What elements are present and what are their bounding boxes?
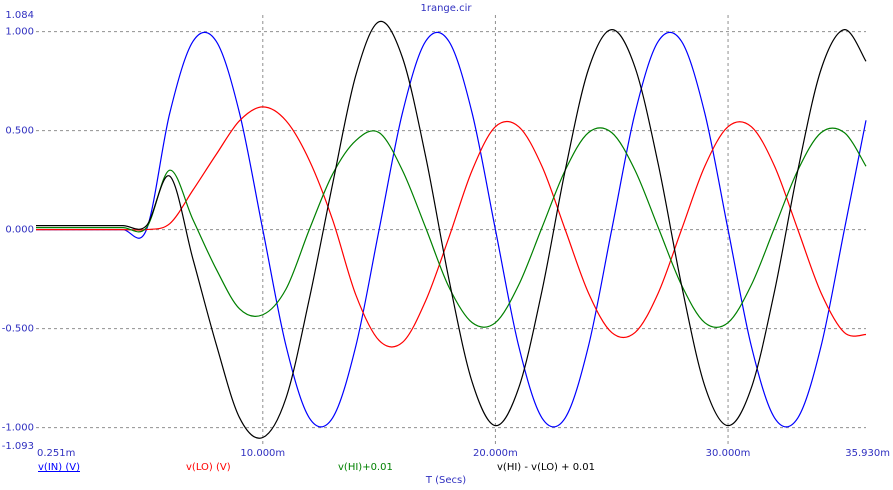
series-line [36, 106, 867, 348]
x-tick-label: 10.000m [240, 448, 285, 459]
y-tick-label: -0.500 [2, 324, 34, 335]
chart-title: 1range.cir [420, 3, 472, 14]
legend-entry: v(LO) (V) [186, 462, 231, 473]
series-line [35, 127, 867, 328]
y-tick-label: -1.093 [2, 441, 34, 452]
legend-entry: v(HI)+0.01 [338, 462, 393, 473]
x-axis-label: T (Secs) [425, 475, 466, 486]
legend-entry: v(HI) - v(LO) + 0.01 [497, 462, 595, 473]
x-tick-label: 30.000m [706, 448, 751, 459]
x-tick-label: 35.930m [845, 448, 890, 459]
legend-entry: v(IN) (V) [38, 462, 80, 473]
series-line [36, 20, 867, 439]
y-tick-label: 0.500 [5, 126, 34, 137]
y-tick-label: 1.084 [5, 10, 34, 21]
series-line [36, 31, 867, 428]
y-tick-label: -1.000 [2, 423, 34, 434]
x-tick-label: 20.000m [473, 448, 518, 459]
y-tick-label: 1.000 [5, 27, 34, 38]
y-tick-label: 0.000 [5, 225, 34, 236]
x-tick-label: 0.251m [37, 448, 75, 459]
